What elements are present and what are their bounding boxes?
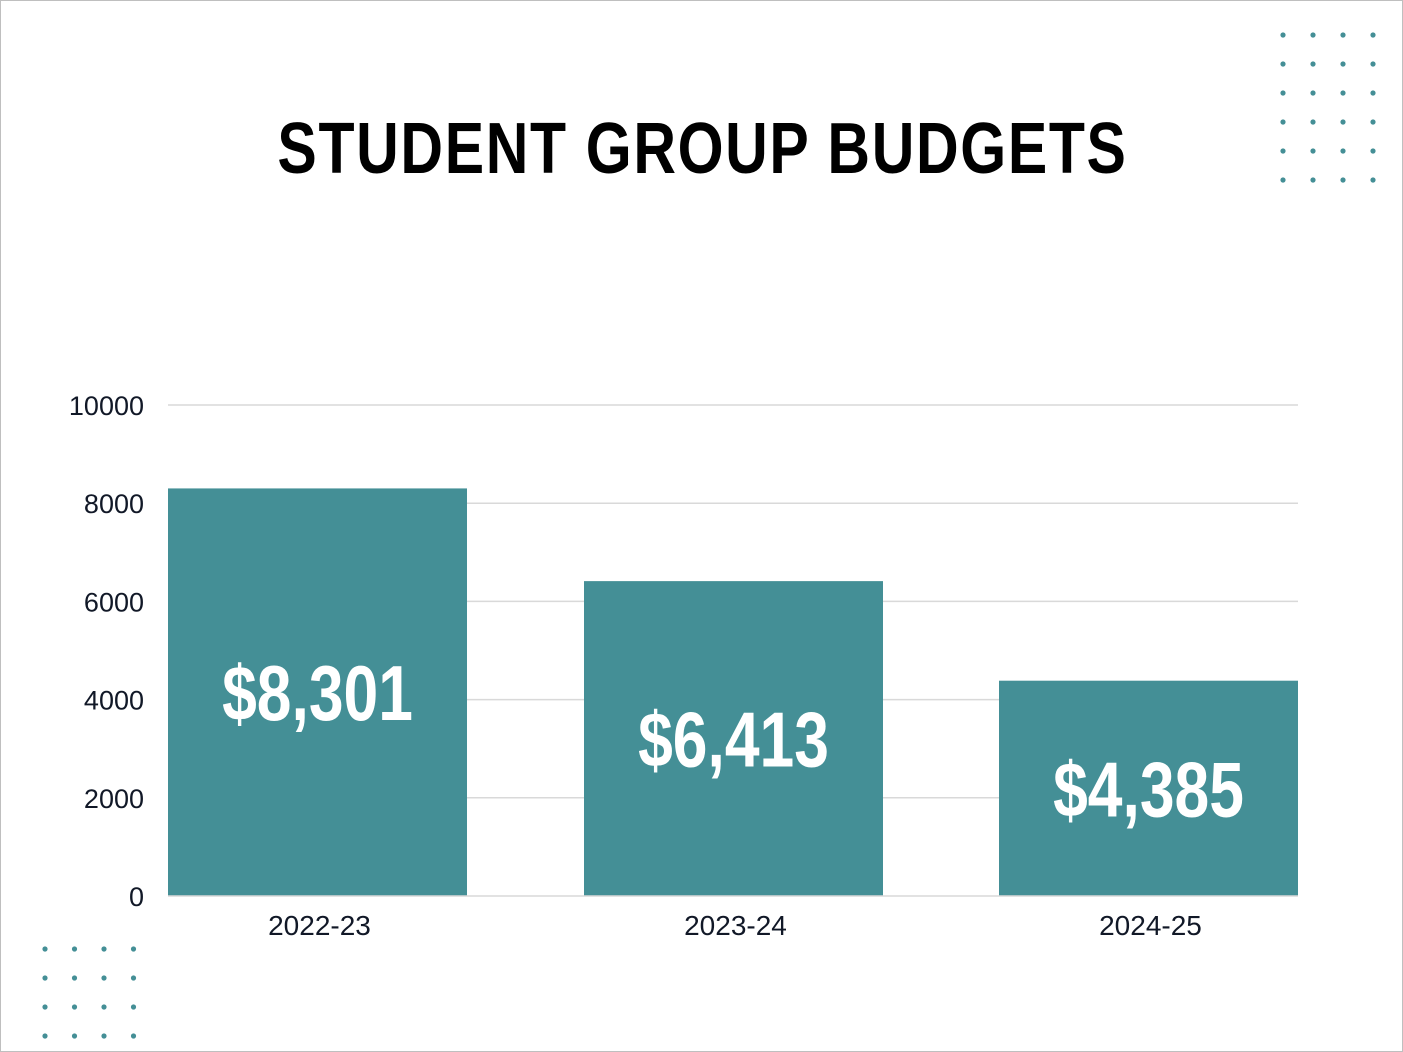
bar-value-label: $6,413: [638, 696, 829, 783]
decorative-dot: [71, 1033, 78, 1039]
decorative-dot: [71, 946, 78, 952]
decorative-dot: [1370, 32, 1376, 38]
decorative-dot: [1280, 119, 1286, 125]
decorative-dot: [1280, 61, 1286, 67]
decorative-dot: [1370, 119, 1376, 125]
decorative-dot: [42, 1033, 48, 1039]
decorative-dot: [1370, 61, 1376, 67]
bar-value-label: $8,301: [222, 650, 413, 737]
y-tick-label: 2000: [84, 784, 144, 814]
decorative-dot: [1340, 177, 1346, 183]
decorative-dot: [1310, 119, 1316, 125]
bar-value-label: $4,385: [1053, 746, 1244, 833]
decorative-dot: [1310, 90, 1316, 96]
decorative-dot: [1310, 32, 1316, 38]
decorative-dot: [42, 946, 48, 952]
decorative-dot: [1340, 32, 1346, 38]
decorative-dot: [1280, 177, 1286, 183]
decorative-dot: [130, 975, 137, 981]
decorative-dot: [101, 1033, 107, 1039]
decorative-dot: [1340, 61, 1346, 67]
decorative-dot: [1310, 148, 1316, 154]
decorative-dot: [101, 1004, 107, 1010]
decorative-dot: [1310, 61, 1316, 67]
bar: [168, 488, 467, 896]
decorative-dot: [42, 975, 48, 981]
decorative-dot: [101, 946, 107, 952]
y-tick-label: 0: [129, 882, 144, 912]
decorative-dot: [1280, 90, 1286, 96]
chart-title: STUDENT GROUP BUDGETS: [277, 109, 1128, 189]
bar: [999, 680, 1298, 896]
decorative-dot: [1280, 32, 1286, 38]
decorative-dot: [1310, 177, 1316, 183]
decorative-dot: [1370, 148, 1376, 154]
decorative-dot: [42, 1004, 48, 1010]
decorative-dot: [130, 1033, 137, 1039]
decorative-dot: [130, 946, 137, 952]
decorative-dot: [1280, 148, 1286, 154]
x-category-label: 2023-24: [684, 910, 787, 941]
dot-pattern-bottom-left: [42, 946, 137, 1039]
decorative-dot: [1340, 119, 1346, 125]
decorative-dot: [71, 1004, 78, 1010]
decorative-dot: [1370, 177, 1376, 183]
decorative-dot: [101, 975, 107, 981]
x-category-label: 2022-23: [268, 910, 371, 941]
x-category-label: 2024-25: [1099, 910, 1202, 941]
decorative-dot: [1340, 148, 1346, 154]
y-tick-label: 8000: [84, 489, 144, 519]
decorative-dot: [71, 975, 78, 981]
decorative-dot: [130, 1004, 137, 1010]
decorative-dot: [1340, 90, 1346, 96]
bar: [584, 581, 883, 896]
y-tick-label: 10000: [69, 391, 144, 421]
dot-pattern-top-right: [1280, 32, 1376, 183]
y-tick-label: 4000: [84, 686, 144, 716]
y-tick-label: 6000: [84, 587, 144, 617]
decorative-dot: [1370, 90, 1376, 96]
